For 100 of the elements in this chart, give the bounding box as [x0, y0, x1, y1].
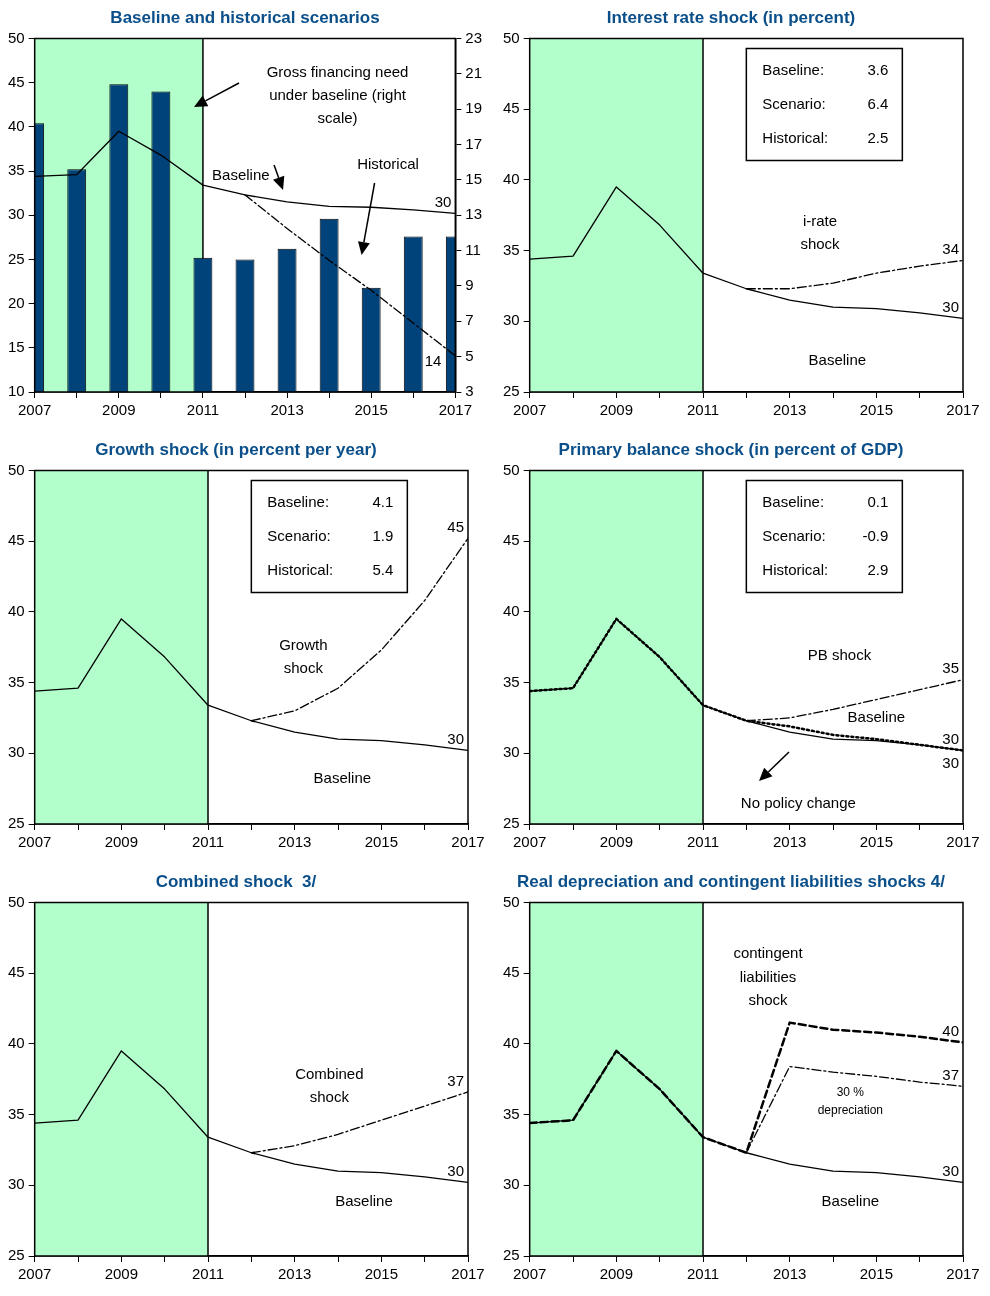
x-tick-label: 2013	[772, 833, 807, 851]
y-tick-label: 35	[503, 240, 520, 258]
y-tick-label: 45	[8, 531, 25, 549]
annotation: PB shock	[807, 645, 872, 663]
data-label: 40	[942, 1022, 959, 1040]
text: Scenario: -0.9	[762, 526, 889, 544]
y-tick-label: 45	[503, 963, 520, 981]
annotation: Baseline	[808, 351, 867, 369]
chart-title: Combined shock 3/	[155, 871, 317, 891]
y-tick-label: 25	[8, 1246, 25, 1264]
chart-title: Baseline and historical scenarios	[110, 7, 380, 27]
x-tick-label: 2015	[364, 833, 399, 851]
x-tick-label: 2017	[438, 401, 472, 419]
chart-title: Real depreciation and contingent liabilities shocks 4/	[517, 871, 946, 891]
chart-title: Primary balance shock (in percent of GDP)	[558, 439, 904, 459]
y-tick-label: 30	[8, 743, 25, 761]
x-tick-label: 2009	[599, 833, 634, 851]
text: Historical: 2.5	[762, 128, 889, 146]
annotation: Gross financing need under baseline (right scale)	[266, 62, 409, 127]
y-tick-label: 25	[8, 814, 25, 832]
x-tick-label: 2017	[946, 1265, 980, 1283]
data-label: 14	[424, 352, 442, 370]
text: Historical: 2.9	[762, 560, 889, 578]
y2-tick-label: 15	[465, 169, 482, 187]
data-label: 35	[942, 659, 959, 677]
x-tick-label: 2015	[354, 401, 388, 419]
text: Baseline: 0.1	[762, 492, 889, 510]
chart-title: Interest rate shock (in percent)	[606, 7, 856, 27]
data-label: 34	[942, 240, 959, 258]
x-tick-label: 2017	[451, 1265, 485, 1283]
annotation: Historical	[357, 154, 419, 172]
y-tick-label: 50	[8, 28, 25, 46]
text: Historical: 5.4	[267, 560, 394, 578]
y-tick-label: 40	[8, 601, 25, 619]
x-tick-label: 2013	[772, 401, 807, 419]
x-tick-label: 2009	[599, 1265, 634, 1283]
y2-tick-label: 19	[465, 99, 482, 117]
y-tick-label: 35	[8, 161, 25, 179]
chart-title: Growth shock (in percent per year)	[95, 439, 377, 459]
y-tick-label: 35	[8, 1104, 25, 1122]
y-tick-label: 30	[503, 1175, 520, 1193]
y-tick-label: 50	[503, 460, 520, 478]
x-tick-label: 2009	[104, 1265, 139, 1283]
text: Baseline: 4.1	[267, 492, 394, 510]
y-tick-label: 35	[503, 672, 520, 690]
text: Baseline: 3.6	[762, 60, 889, 78]
x-tick-label: 2015	[859, 833, 894, 851]
x-tick-label: 2011	[191, 833, 225, 851]
y-tick-label: 25	[503, 814, 520, 832]
y-tick-label: 25	[503, 382, 520, 400]
data-label: 37	[942, 1065, 959, 1083]
y2-tick-label: 21	[465, 63, 482, 81]
x-tick-label: 2009	[102, 401, 136, 419]
annotation: 30 % depreciation	[817, 1084, 884, 1118]
y-tick-label: 20	[8, 293, 25, 311]
annotation: Baseline	[821, 1192, 880, 1210]
y-tick-label: 40	[8, 116, 25, 134]
x-tick-label: 2007	[513, 401, 547, 419]
y-tick-label: 50	[503, 28, 520, 46]
y-tick-label: 40	[8, 1033, 25, 1051]
text: Scenario: 1.9	[267, 526, 394, 544]
y-tick-label: 45	[8, 72, 25, 90]
data-label: 30	[447, 730, 464, 748]
y-tick-label: 40	[503, 601, 520, 619]
y-tick-label: 30	[8, 205, 25, 223]
x-tick-label: 2009	[104, 833, 139, 851]
x-tick-label: 2013	[277, 1265, 312, 1283]
x-tick-label: 2015	[859, 1265, 894, 1283]
x-tick-label: 2013	[270, 401, 304, 419]
x-tick-label: 2007	[18, 833, 52, 851]
annotation: Growth shock	[279, 635, 328, 676]
annotation: Baseline	[847, 708, 906, 726]
data-label: 45	[447, 517, 464, 535]
data-label: 30	[942, 298, 959, 316]
data-label: 30	[447, 1162, 464, 1180]
y-tick-label: 25	[8, 249, 25, 267]
x-tick-label: 2013	[772, 1265, 807, 1283]
x-tick-label: 2011	[186, 401, 220, 419]
x-tick-label: 2017	[946, 401, 980, 419]
y2-tick-label: 5	[465, 346, 474, 364]
x-tick-label: 2011	[686, 401, 720, 419]
x-tick-label: 2009	[599, 401, 634, 419]
data-label: 30	[942, 1162, 959, 1180]
annotation: contingent liabilities shock	[733, 944, 804, 1008]
y-tick-label: 10	[8, 382, 25, 400]
y-tick-label: 25	[503, 1246, 520, 1264]
y-tick-label: 50	[503, 892, 520, 910]
x-tick-label: 2015	[859, 401, 894, 419]
x-tick-label: 2007	[513, 833, 547, 851]
y2-tick-label: 3	[465, 382, 474, 400]
y2-tick-label: 9	[465, 276, 474, 294]
x-tick-label: 2007	[18, 401, 52, 419]
y-tick-label: 30	[8, 1175, 25, 1193]
x-tick-label: 2007	[513, 1265, 547, 1283]
y-tick-label: 35	[8, 672, 25, 690]
data-label: 30	[942, 730, 959, 748]
x-tick-label: 2017	[946, 833, 980, 851]
y2-tick-label: 7	[465, 311, 474, 329]
x-tick-label: 2011	[191, 1265, 225, 1283]
x-tick-label: 2015	[364, 1265, 399, 1283]
